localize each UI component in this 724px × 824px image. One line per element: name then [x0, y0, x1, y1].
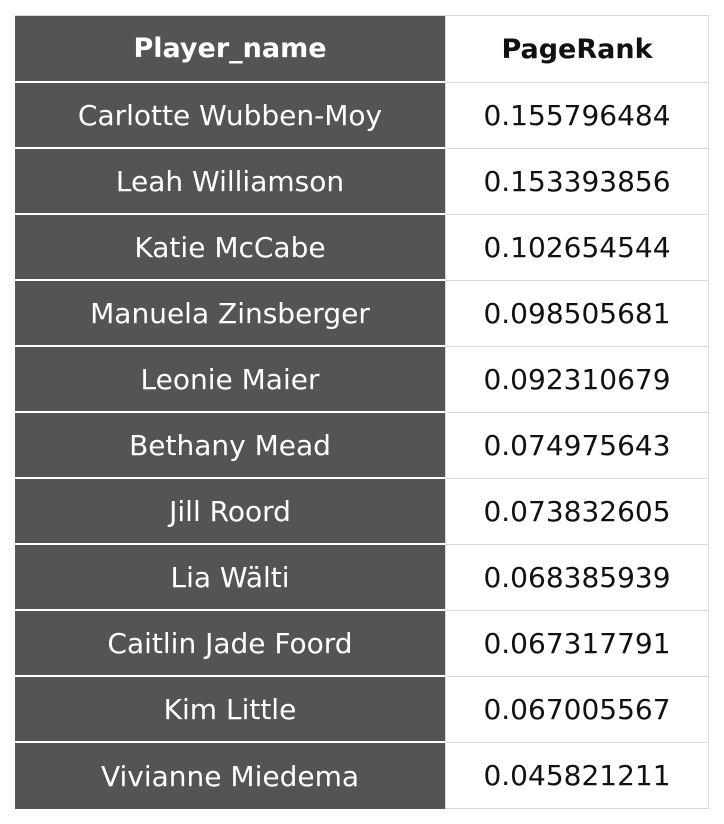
table-row: Jill Roord 0.073832605 — [15, 479, 708, 545]
column-header-player-name: Player_name — [15, 16, 445, 83]
player-name-cell: Kim Little — [15, 677, 445, 743]
pagerank-value-cell: 0.067005567 — [445, 677, 708, 743]
pagerank-value-cell: 0.098505681 — [445, 281, 708, 347]
pagerank-value-cell: 0.068385939 — [445, 545, 708, 611]
table-row: Vivianne Miedema 0.045821211 — [15, 743, 708, 809]
player-name-cell: Carlotte Wubben-Moy — [15, 83, 445, 149]
pagerank-value-cell: 0.153393856 — [445, 149, 708, 215]
table-row: Kim Little 0.067005567 — [15, 677, 708, 743]
table-row: Carlotte Wubben-Moy 0.155796484 — [15, 83, 708, 149]
pagerank-value-cell: 0.073832605 — [445, 479, 708, 545]
pagerank-value-cell: 0.155796484 — [445, 83, 708, 149]
pagerank-value-cell: 0.092310679 — [445, 347, 708, 413]
pagerank-value-cell: 0.102654544 — [445, 215, 708, 281]
player-name-cell: Jill Roord — [15, 479, 445, 545]
table-row: Leah Williamson 0.153393856 — [15, 149, 708, 215]
table-row: Leonie Maier 0.092310679 — [15, 347, 708, 413]
player-name-cell: Manuela Zinsberger — [15, 281, 445, 347]
table-row: Caitlin Jade Foord 0.067317791 — [15, 611, 708, 677]
table-row: Lia Wälti 0.068385939 — [15, 545, 708, 611]
table-row: Katie McCabe 0.102654544 — [15, 215, 708, 281]
player-name-cell: Lia Wälti — [15, 545, 445, 611]
column-header-pagerank: PageRank — [445, 16, 708, 83]
player-name-cell: Caitlin Jade Foord — [15, 611, 445, 677]
pagerank-value-cell: 0.067317791 — [445, 611, 708, 677]
table-row: Bethany Mead 0.074975643 — [15, 413, 708, 479]
player-name-cell: Vivianne Miedema — [15, 743, 445, 809]
pagerank-value-cell: 0.045821211 — [445, 743, 708, 809]
table-row: Manuela Zinsberger 0.098505681 — [15, 281, 708, 347]
pagerank-table: Player_name PageRank Carlotte Wubben-Moy… — [15, 15, 709, 809]
pagerank-value-cell: 0.074975643 — [445, 413, 708, 479]
player-name-cell: Bethany Mead — [15, 413, 445, 479]
player-name-cell: Leonie Maier — [15, 347, 445, 413]
player-name-cell: Katie McCabe — [15, 215, 445, 281]
table-header-row: Player_name PageRank — [15, 16, 708, 83]
player-name-cell: Leah Williamson — [15, 149, 445, 215]
